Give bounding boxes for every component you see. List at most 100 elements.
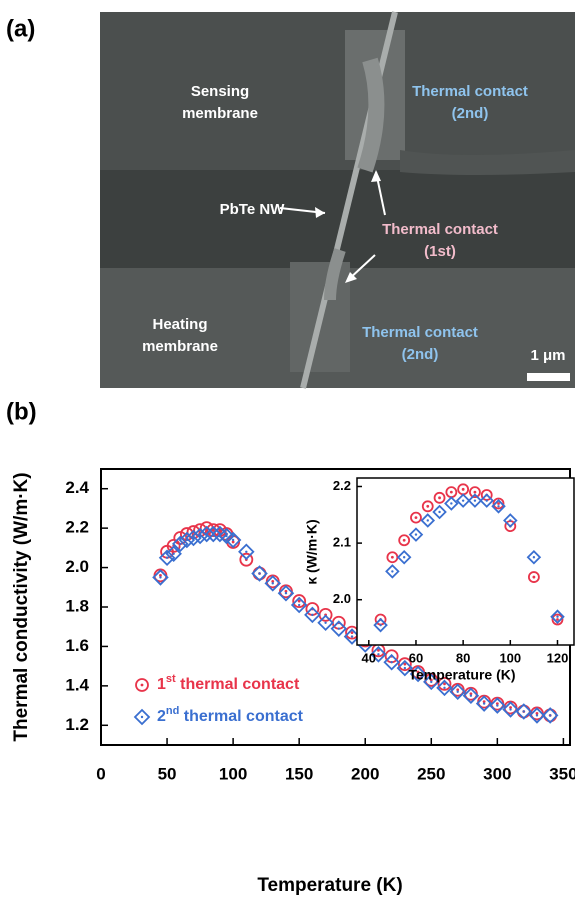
marker-dot xyxy=(535,712,539,715)
x-tick-label: 0 xyxy=(96,764,105,783)
marker-dot xyxy=(245,550,248,553)
image-label: PbTe NW xyxy=(220,201,286,218)
marker-dot xyxy=(324,621,327,624)
marker-dot xyxy=(165,556,169,559)
data-point xyxy=(455,493,471,508)
marker-dot xyxy=(414,533,418,536)
marker-dot xyxy=(509,706,512,709)
marker-dot xyxy=(225,534,228,538)
marker-ring xyxy=(239,552,254,567)
y-tick-label: 2.2 xyxy=(65,518,89,537)
marker-dot xyxy=(556,618,559,621)
data-point xyxy=(528,571,540,583)
data-point xyxy=(398,534,411,547)
marker-ring xyxy=(421,500,434,513)
marker-dot xyxy=(403,662,407,666)
image-label: Thermal contact xyxy=(362,324,478,341)
y-tick-label: 2.0 xyxy=(65,557,89,576)
marker-dot xyxy=(473,499,477,502)
marker-dot xyxy=(469,694,473,697)
data-point xyxy=(467,493,483,508)
y-tick-label: 1.8 xyxy=(65,596,89,615)
data-point xyxy=(462,687,480,704)
marker-dot xyxy=(485,499,488,502)
marker-diamond xyxy=(290,596,308,614)
marker-diamond xyxy=(475,695,493,712)
marker-dot xyxy=(140,683,144,687)
marker-dot xyxy=(350,631,354,635)
image-labels: Sensing membrane Thermal contact (2nd) PbTe … xyxy=(142,83,565,364)
marker-diamond xyxy=(317,614,334,632)
marker-diamond xyxy=(158,549,176,566)
marker-dot xyxy=(416,672,420,676)
data-point xyxy=(277,584,295,602)
x-tick-label: 100 xyxy=(219,764,247,783)
marker-dot xyxy=(532,575,536,579)
marker-diamond xyxy=(449,683,466,701)
marker-dot xyxy=(271,582,274,585)
marker-diamond xyxy=(491,499,506,514)
marker-dot xyxy=(509,708,512,711)
data-point xyxy=(373,617,388,633)
data-point xyxy=(251,565,268,582)
data-point xyxy=(397,657,412,672)
marker-dot xyxy=(532,556,536,559)
marker-dot xyxy=(456,690,459,693)
marker-diamond xyxy=(383,653,400,671)
legend-marker xyxy=(135,678,149,692)
marker-dot xyxy=(402,556,406,559)
marker-dot xyxy=(284,592,288,595)
marker-diamond xyxy=(178,531,196,549)
marker-diamond xyxy=(396,659,414,677)
marker-dot xyxy=(179,542,182,546)
marker-dot xyxy=(284,589,288,593)
marker-diamond xyxy=(503,513,518,528)
marker-dot xyxy=(473,490,477,494)
marker-diamond xyxy=(467,493,483,508)
marker-diamond xyxy=(432,504,447,520)
image-label: (2nd) xyxy=(402,346,439,363)
marker-diamond xyxy=(277,584,295,602)
marker-dot xyxy=(140,715,144,719)
data-point xyxy=(433,491,446,504)
marker-diamond xyxy=(171,535,189,553)
marker-diamond xyxy=(251,565,268,582)
data-point xyxy=(479,493,495,508)
legend-marker xyxy=(133,708,151,726)
y-tick-label: 1.4 xyxy=(65,675,89,694)
marker-dot xyxy=(414,516,418,520)
marker-ring xyxy=(397,657,412,672)
data-point xyxy=(238,543,255,561)
y-tick-label: 1.2 xyxy=(65,715,89,734)
marker-diamond xyxy=(462,687,480,704)
data-point xyxy=(541,707,559,724)
data-point xyxy=(408,527,424,542)
marker-dot xyxy=(469,692,473,696)
image-label: membrane xyxy=(182,105,258,122)
data-point xyxy=(432,504,447,520)
marker-dot xyxy=(403,666,407,670)
data-point xyxy=(317,614,334,632)
marker-dot xyxy=(258,572,261,575)
marker-diamond xyxy=(515,703,533,720)
marker-dot xyxy=(416,670,420,674)
x-tick-label: 300 xyxy=(483,764,511,783)
marker-dot xyxy=(337,627,341,630)
data-point xyxy=(165,545,182,563)
marker-dot xyxy=(426,519,429,522)
image-label: Sensing xyxy=(191,83,249,100)
x-tick-label: 100 xyxy=(499,650,521,665)
marker-dot xyxy=(391,570,394,573)
image-label: Thermal contact xyxy=(382,221,498,238)
marker-dot xyxy=(172,552,175,555)
data-point xyxy=(423,673,440,691)
marker-dot xyxy=(556,615,559,618)
data-point xyxy=(224,531,242,549)
y-tick-label: 2.2 xyxy=(333,478,351,493)
marker-diamond xyxy=(489,697,506,714)
marker-dot xyxy=(495,702,499,705)
x-tick-label: 200 xyxy=(351,764,379,783)
marker-dot xyxy=(497,502,500,505)
marker-diamond xyxy=(502,701,519,718)
data-point xyxy=(489,697,506,714)
